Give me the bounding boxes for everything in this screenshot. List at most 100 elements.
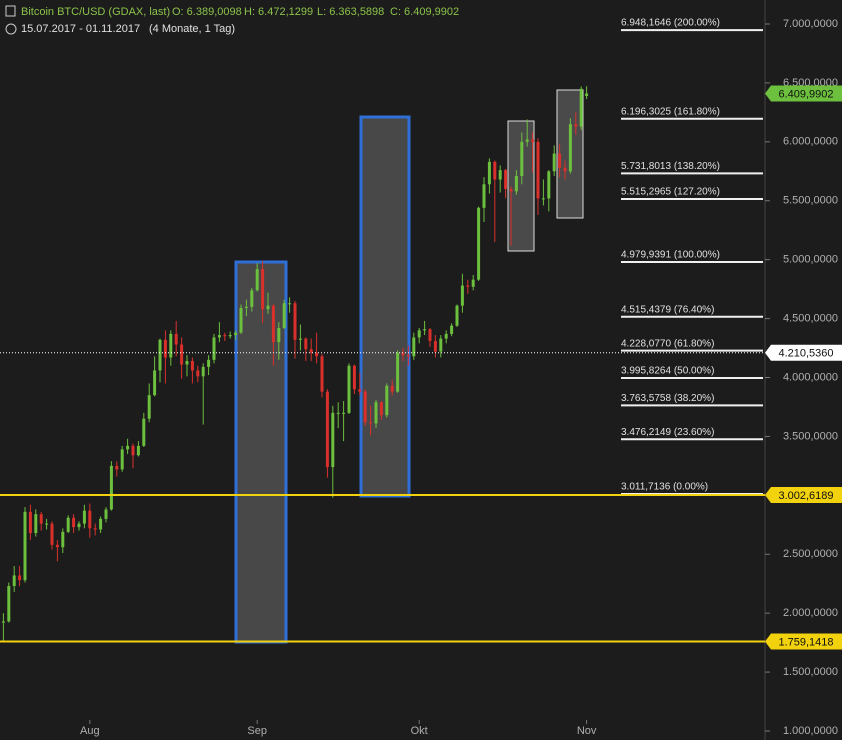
- candle-body: [439, 338, 443, 352]
- candle-body: [45, 523, 49, 525]
- candle-body: [115, 465, 119, 470]
- candle-body: [223, 335, 227, 337]
- candle-body: [579, 88, 583, 127]
- candle-body: [390, 385, 394, 392]
- candle-body: [406, 355, 410, 357]
- y-tick-label: 6.000,0000: [783, 136, 838, 148]
- box: [359, 115, 411, 498]
- level-marker: [765, 344, 842, 361]
- box: [507, 120, 535, 252]
- candle-body: [509, 188, 513, 192]
- candle-body: [180, 344, 184, 365]
- candle-body: [563, 167, 567, 172]
- candle-body: [142, 418, 146, 446]
- candle-body: [147, 395, 151, 419]
- candle-body: [66, 517, 70, 532]
- fib-label: 5.731,8013 (138.20%): [621, 161, 720, 172]
- candle-body: [320, 356, 324, 392]
- candle-body: [520, 141, 524, 177]
- candle-body: [444, 333, 448, 339]
- candle-body: [18, 575, 22, 581]
- header-period: (4 Monate, 1 Tag): [149, 23, 235, 35]
- candle-body: [190, 361, 194, 371]
- fib-label: 4.979,9391 (100.00%): [621, 250, 720, 261]
- candle-body: [136, 445, 140, 456]
- candle-body: [34, 514, 38, 534]
- level-marker: [765, 85, 842, 102]
- candle-body: [325, 391, 329, 468]
- candle-body: [433, 340, 437, 352]
- candle-body: [217, 335, 221, 338]
- candle-body: [541, 198, 545, 200]
- candle-body: [288, 303, 292, 305]
- level-marker: [765, 633, 842, 650]
- level-label: 3.002,6189: [778, 490, 833, 502]
- fib-label: 3.476,2149 (23.60%): [621, 427, 714, 438]
- candle-body: [99, 518, 103, 530]
- y-tick-label: 1.500,0000: [783, 666, 838, 678]
- level-label: 1.759,1418: [778, 636, 833, 648]
- y-tick-label: 2.000,0000: [783, 607, 838, 619]
- fib-label: 5.515,2965 (127.20%): [621, 187, 720, 198]
- candle-body: [12, 575, 16, 587]
- candle-body: [493, 161, 497, 180]
- candle-body: [185, 361, 189, 365]
- level-label: 6.409,9902: [778, 88, 833, 100]
- candle-body: [261, 269, 265, 310]
- candle-body: [552, 153, 556, 172]
- candle-body: [131, 445, 135, 456]
- header-open: O: 6.389,0098: [172, 6, 242, 18]
- candle-body: [304, 338, 308, 350]
- candle-body: [234, 332, 238, 336]
- y-tick-label: 7.000,0000: [783, 18, 838, 30]
- candle-body: [558, 153, 562, 168]
- candle-body: [61, 531, 65, 548]
- candle-body: [255, 269, 259, 291]
- candle-body: [7, 586, 11, 622]
- candle-body: [201, 366, 205, 377]
- x-tick-label: Okt: [411, 725, 428, 737]
- header-high: H: 6.472,1299: [244, 6, 313, 18]
- candle-body: [460, 285, 464, 306]
- candle-body: [228, 335, 232, 337]
- header-low: L: 6.363,5898: [317, 6, 384, 18]
- candle-body: [277, 328, 281, 343]
- candle-body: [23, 511, 27, 581]
- candle-body: [477, 207, 481, 280]
- fib-label: 4.515,4379 (76.40%): [621, 304, 714, 315]
- candle-body: [504, 170, 508, 189]
- candle-body: [331, 412, 335, 468]
- y-tick-label: 5.500,0000: [783, 195, 838, 207]
- candle-body: [347, 365, 351, 413]
- candle-body: [104, 509, 108, 519]
- candle-body: [396, 352, 400, 392]
- candle-body: [88, 510, 92, 529]
- candle-body: [585, 93, 589, 96]
- candle-body: [309, 349, 313, 353]
- candle-body: [28, 511, 32, 534]
- candle-body: [174, 333, 178, 345]
- candle-body: [498, 170, 502, 180]
- candle-body: [385, 385, 389, 416]
- fib-label: 3.763,5758 (38.20%): [621, 393, 714, 404]
- candle-body: [163, 339, 167, 358]
- x-tick-label: Aug: [80, 725, 100, 737]
- candle-body: [412, 337, 416, 357]
- candle-body: [207, 359, 211, 367]
- candle-body: [93, 528, 97, 530]
- candle-body: [196, 370, 200, 377]
- candle-body: [423, 329, 427, 331]
- header-range: 15.07.2017 - 01.11.2017: [21, 23, 140, 35]
- box: [234, 260, 288, 644]
- candle-body: [358, 389, 362, 392]
- candle-body: [471, 279, 475, 287]
- candle-body: [487, 161, 491, 185]
- candle-body: [568, 124, 572, 172]
- candle-body: [39, 514, 43, 524]
- candle-body: [82, 510, 86, 524]
- candle-body: [379, 402, 383, 416]
- candle-body: [266, 305, 270, 310]
- candle-body: [109, 465, 113, 510]
- candle-body: [417, 330, 421, 338]
